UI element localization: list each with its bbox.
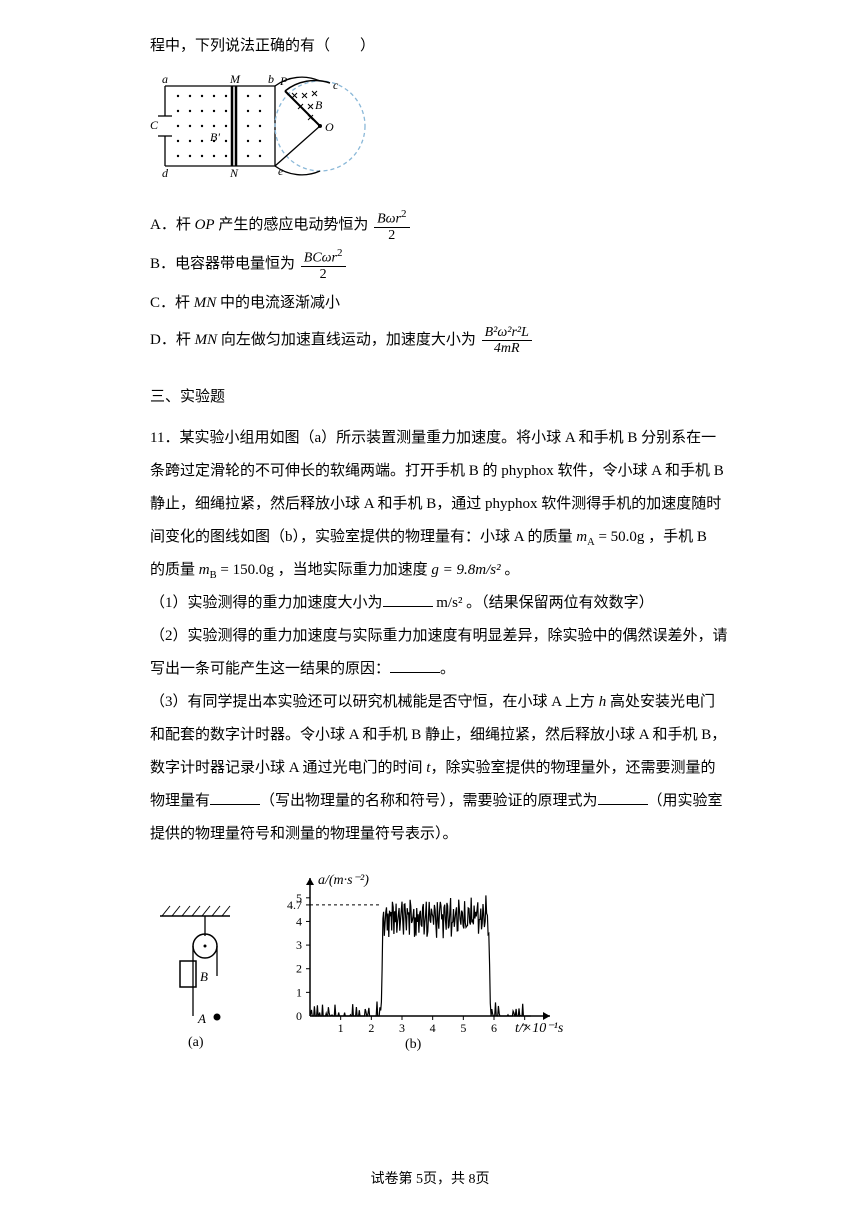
section-3-title: 三、实验题 — [150, 381, 730, 414]
svg-text:M: M — [229, 72, 241, 86]
figure-b-chart: 12344.7501234567a/(m·s⁻²)t/×10⁻¹s(b) — [270, 861, 570, 1064]
q11-sub2: （2）实验测得的重力加速度与实际重力加速度有明显差异，除实验中的偶然误差外，请写… — [150, 620, 730, 686]
svg-text:(a): (a) — [188, 1035, 204, 1050]
blank-input[interactable] — [598, 790, 648, 805]
svg-text:e: e — [278, 164, 284, 178]
svg-text:a: a — [162, 72, 168, 86]
svg-text:B: B — [315, 98, 323, 112]
figure-a: B A (a) — [150, 901, 240, 1064]
q11-sub3: （3）有同学提出本实验还可以研究机械能是否守恒，在小球 A 上方 h 高处安装光… — [150, 686, 730, 851]
svg-text:B': B' — [210, 130, 220, 144]
svg-text:A: A — [197, 1011, 206, 1026]
svg-text:1: 1 — [338, 1021, 344, 1035]
circuit-diagram: C a M b P c d N e O B B' — [150, 71, 730, 194]
svg-text:c: c — [333, 78, 339, 92]
svg-text:4: 4 — [296, 915, 302, 929]
figures-row: B A (a) 12344.7501234567a/(m·s⁻²)t/×10⁻¹… — [150, 861, 730, 1064]
svg-text:2: 2 — [368, 1021, 374, 1035]
q11-paragraph: 11．某实验小组用如图（a）所示装置测量重力加速度。将小球 A 和手机 B 分别… — [150, 422, 730, 554]
page-footer: 试卷第 5页，共 8页 — [0, 1165, 860, 1196]
svg-text:a/(m·s⁻²): a/(m·s⁻²) — [318, 873, 369, 888]
intro-line: 程中，下列说法正确的有（ ） — [150, 30, 730, 63]
svg-text:C: C — [150, 118, 159, 132]
svg-text:1: 1 — [296, 985, 302, 999]
svg-text:b: b — [268, 72, 274, 86]
option-c: C．杆 MN 中的电流逐渐减小 — [150, 287, 730, 320]
blank-input[interactable] — [210, 790, 260, 805]
svg-text:6: 6 — [491, 1021, 497, 1035]
blank-input[interactable] — [383, 592, 433, 607]
svg-text:4: 4 — [430, 1021, 436, 1035]
option-a: A．杆 OP 产生的感应电动势恒为 Bωr22 — [150, 208, 730, 243]
svg-text:t/×10⁻¹s: t/×10⁻¹s — [515, 1021, 564, 1036]
svg-text:0: 0 — [296, 1009, 302, 1023]
q11-paragraph-2: 的质量 mB = 150.0g ，当地实际重力加速度 g = 9.8m/s² 。 — [150, 554, 730, 587]
svg-text:5: 5 — [460, 1021, 466, 1035]
svg-text:3: 3 — [296, 938, 302, 952]
svg-text:B: B — [200, 969, 208, 984]
svg-text:O: O — [325, 120, 334, 134]
blank-input[interactable] — [390, 658, 440, 673]
svg-text:N: N — [229, 166, 239, 180]
svg-text:5: 5 — [296, 891, 302, 905]
svg-text:3: 3 — [399, 1021, 405, 1035]
option-b: B．电容器带电量恒为 BCωr22 — [150, 247, 730, 282]
svg-text:(b): (b) — [405, 1037, 422, 1051]
q11-sub1: （1）实验测得的重力加速度大小为 m/s² 。（结果保留两位有效数字） — [150, 587, 730, 620]
svg-text:P: P — [279, 74, 288, 88]
svg-text:d: d — [162, 166, 169, 180]
svg-text:2: 2 — [296, 962, 302, 976]
option-d: D．杆 MN 向左做匀加速直线运动，加速度大小为 B²ω²r²L4mR — [150, 324, 730, 357]
